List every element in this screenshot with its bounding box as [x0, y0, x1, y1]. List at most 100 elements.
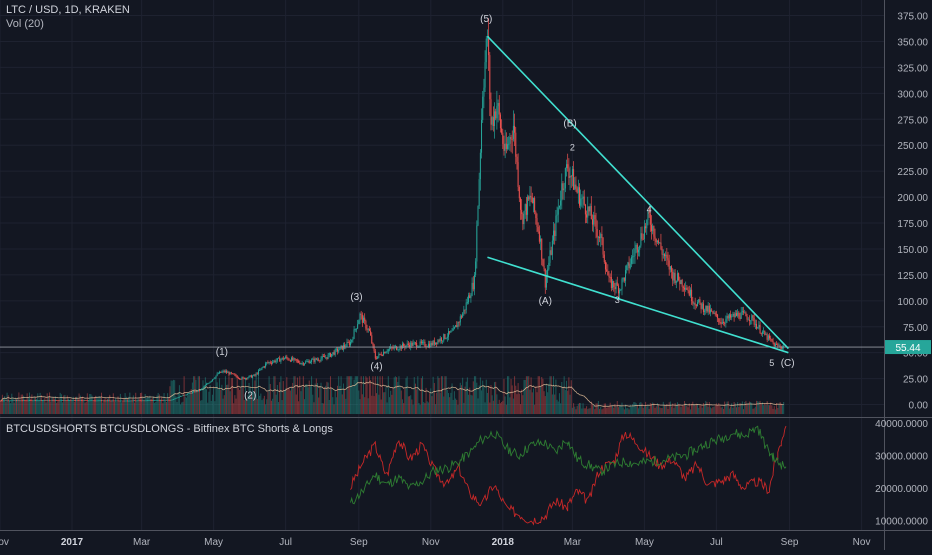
candle-body	[472, 282, 474, 290]
volume-bar	[226, 384, 228, 414]
candle-body	[405, 345, 407, 348]
volume-bar	[221, 384, 223, 414]
volume-bar	[38, 400, 40, 414]
volume-bar	[104, 397, 106, 414]
candle-body	[73, 400, 75, 401]
candle-body	[184, 394, 186, 396]
candle-body	[645, 226, 647, 229]
candle-body	[25, 400, 27, 402]
volume-bar	[72, 396, 74, 414]
volume-bar	[561, 381, 563, 414]
volume-bar	[498, 399, 500, 414]
volume-bar	[180, 404, 182, 414]
candle-body	[380, 354, 382, 356]
volume-bar	[139, 393, 141, 414]
volume-bar	[267, 391, 269, 414]
volume-bar	[341, 394, 343, 414]
volume-bar	[713, 406, 715, 414]
volume-bar	[383, 392, 385, 414]
candle-body	[590, 205, 592, 220]
candle-body	[490, 99, 492, 125]
volume-bar	[642, 408, 644, 414]
candle-body	[676, 273, 678, 281]
wave-label: 3	[615, 295, 620, 305]
volume-bar	[529, 389, 531, 414]
volume-bar	[667, 409, 669, 414]
volume-bar	[182, 401, 184, 414]
volume-bar	[604, 403, 606, 414]
candle-body	[471, 282, 473, 296]
volume-bar	[115, 398, 117, 414]
volume-bar	[8, 400, 10, 414]
candle-body	[632, 256, 634, 258]
volume-bar	[564, 390, 566, 414]
candle-body	[90, 400, 92, 402]
candle-body	[123, 400, 125, 402]
candle-body	[5, 400, 7, 402]
candle-body	[655, 238, 657, 243]
volume-bar	[305, 384, 307, 414]
volume-bar	[396, 377, 398, 414]
volume-bar	[83, 399, 85, 414]
candle-body	[254, 374, 256, 376]
candle-body	[65, 400, 67, 402]
volume-bar	[432, 376, 434, 414]
time-tick-label: Jul	[279, 537, 292, 548]
volume-bar	[121, 402, 123, 414]
candle-body	[735, 313, 737, 316]
volume-bar	[658, 404, 660, 414]
volume-bar	[365, 376, 367, 414]
candle-body	[302, 363, 304, 365]
volume-bar	[643, 406, 645, 414]
volume-bar	[79, 395, 81, 414]
volume-bar	[679, 404, 681, 414]
volume-bar	[662, 401, 664, 414]
volume-bar	[527, 376, 529, 414]
candle-body	[542, 259, 544, 267]
candle-body	[149, 400, 151, 401]
candle-body	[151, 400, 153, 402]
volume-bar	[149, 395, 151, 414]
candle-body	[44, 400, 46, 401]
volume-bar	[593, 405, 595, 414]
candle-body	[64, 400, 66, 402]
wave-label: (5)	[480, 14, 492, 25]
volume-bar	[591, 405, 593, 414]
candle-body	[324, 356, 326, 358]
volume-bar	[645, 401, 647, 414]
volume-bar	[739, 402, 741, 414]
candle-body	[393, 346, 395, 349]
volume-bar	[200, 400, 202, 414]
volume-bar	[244, 378, 246, 414]
candle-body	[371, 335, 373, 344]
candle-body	[256, 373, 258, 375]
candle-body	[443, 334, 445, 341]
candle-body	[141, 400, 143, 402]
volume-bar	[521, 389, 523, 414]
candle-body	[734, 313, 736, 318]
volume-bar	[583, 408, 585, 414]
candle-body	[409, 345, 411, 348]
volume-bar	[302, 376, 304, 414]
candle-body	[29, 400, 31, 402]
candle-body	[418, 346, 420, 348]
candle-body	[730, 314, 732, 318]
candle-body	[286, 356, 288, 359]
candle-body	[522, 213, 524, 225]
candle-body	[485, 38, 487, 63]
volume-bar	[162, 403, 164, 414]
volume-bar	[447, 393, 449, 414]
candle-body	[446, 336, 448, 339]
candle-body	[60, 400, 62, 402]
volume-bar	[155, 401, 157, 414]
volume-bar	[488, 385, 490, 414]
price-tick-label: 275.00	[897, 115, 928, 126]
candle-body	[193, 391, 195, 393]
volume-bar	[489, 402, 491, 414]
candle-body	[215, 375, 217, 378]
volume-bar	[764, 403, 766, 414]
candle-body	[620, 289, 622, 291]
volume-bar	[346, 376, 348, 414]
candle-body	[12, 400, 14, 402]
